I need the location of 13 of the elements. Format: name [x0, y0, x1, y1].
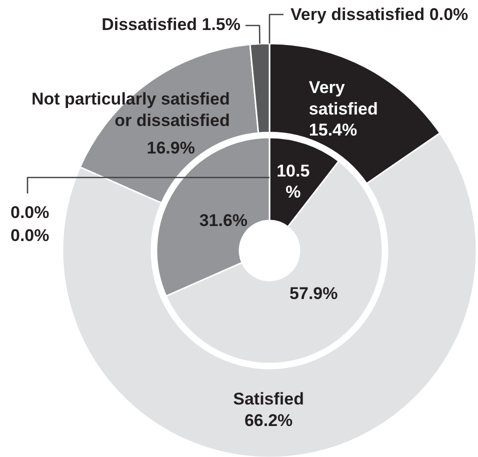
- data-label: 15.4%: [308, 120, 358, 140]
- text: 0.0%: [10, 203, 50, 222]
- data-label: 66.2%: [244, 410, 293, 430]
- slice-label: Not particularly satisfied or dissatisfied: [31, 90, 230, 130]
- slice-label: Dissatisfied 1.5%: [102, 15, 241, 34]
- slice-label: Satisfied: [233, 390, 304, 409]
- slice-label: Very satisfied: [308, 78, 378, 118]
- data-label: 57.9%: [290, 284, 338, 303]
- data-label: 10.5%: [276, 161, 310, 202]
- text: 0.0%: [10, 226, 50, 245]
- data-label: 31.6%: [199, 210, 248, 230]
- category-label: Very dissatisfied 0.0%: [290, 5, 468, 24]
- data-label: 16.9%: [146, 138, 195, 158]
